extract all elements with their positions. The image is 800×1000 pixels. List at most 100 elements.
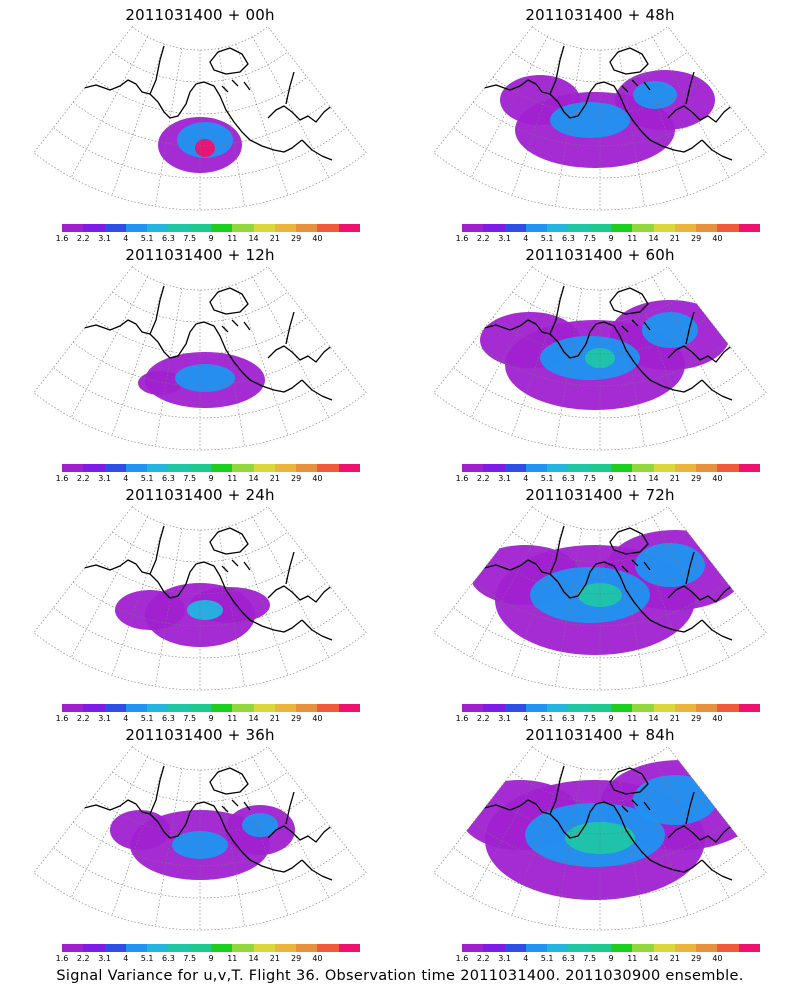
colorbar-swatch — [525, 464, 548, 472]
colorbar-label: 21 — [669, 954, 680, 963]
colorbar-label: 4 — [523, 474, 529, 483]
colorbar-label: 14 — [248, 474, 259, 483]
coastline — [701, 379, 733, 401]
colorbar-swatch — [210, 704, 233, 712]
colorbar-label: 29 — [691, 234, 702, 243]
colorbar-label: 29 — [691, 474, 702, 483]
coastline — [209, 287, 249, 315]
colorbar-label: 6.3 — [562, 714, 575, 723]
colorbar-swatch — [253, 224, 275, 232]
colorbar-swatch — [147, 944, 169, 952]
colorbar-swatch — [696, 944, 718, 952]
colorbar-swatch — [547, 944, 569, 952]
colorbar-label: 21 — [669, 714, 680, 723]
colorbar-swatch — [338, 464, 360, 472]
colorbar-label: 14 — [648, 234, 659, 243]
panel-title: 2011031400 + 36h — [125, 726, 275, 744]
colorbar-swatch — [274, 464, 297, 472]
colorbar-label: 29 — [291, 954, 302, 963]
coastline — [285, 311, 295, 345]
colorbar-swatch — [189, 704, 211, 712]
longitude-line — [217, 288, 245, 447]
coastline — [149, 321, 303, 393]
latitude-line — [453, 847, 747, 899]
map-panel: 2011031400 + 84h 1.6 2.2 3.1 4 5.1 6.3 7.5 9 11 14… — [400, 720, 800, 965]
colorbar-swatch — [589, 224, 611, 232]
coastline — [285, 791, 295, 825]
colorbar-label: 11 — [627, 714, 638, 723]
colorbar-label: 14 — [648, 714, 659, 723]
colorbar-label: 29 — [291, 234, 302, 243]
coastline — [221, 79, 251, 93]
colorbar-label: 4 — [523, 234, 529, 243]
colorbar-swatch — [717, 704, 739, 712]
colorbar-label: 3.1 — [98, 714, 111, 723]
colorbar-label: 6.3 — [162, 714, 175, 723]
colorbar-swatch — [525, 944, 548, 952]
coastline — [701, 859, 733, 881]
map-panel: 2011031400 + 72h 1.6 2.2 3.1 4 5.1 6.3 7.5 9 11 14… — [400, 480, 800, 725]
colorbar-label: 1.6 — [55, 954, 69, 963]
colorbar-label: 40 — [312, 234, 323, 243]
coastline — [549, 801, 703, 873]
colorbar-swatch — [717, 944, 739, 952]
colorbar-swatch — [547, 464, 569, 472]
longitude-line — [652, 516, 730, 658]
colorbar-swatch — [168, 224, 190, 232]
variance-region — [115, 590, 185, 630]
colorbar-swatch — [589, 704, 611, 712]
colorbar-label: 3.1 — [498, 474, 511, 483]
longitude-line — [652, 756, 730, 898]
variance-region — [578, 583, 622, 607]
colorbar-swatch — [168, 704, 190, 712]
colorbar-swatch — [168, 464, 190, 472]
coastline — [609, 527, 649, 555]
longitude-line — [635, 43, 689, 196]
colorbar-label: 2.2 — [476, 234, 490, 243]
colorbar-label: 21 — [269, 234, 280, 243]
coastline — [221, 319, 251, 333]
coastline — [39, 45, 165, 111]
longitude-line — [470, 516, 548, 658]
longitude-line — [235, 523, 289, 676]
colorbar-label: 9 — [608, 234, 614, 243]
colorbar-swatch — [653, 704, 675, 712]
longitude-line — [252, 756, 330, 898]
colorbar-label: 7.5 — [183, 474, 197, 483]
colorbar-swatch — [296, 464, 318, 472]
longitude-line — [470, 36, 548, 178]
variance-region — [138, 371, 182, 395]
longitude-line — [70, 36, 148, 178]
coastline — [701, 619, 733, 641]
figure-caption: Signal Variance for u,v,T. Flight 36. Ob… — [56, 968, 744, 984]
coastline — [667, 95, 743, 123]
colorbar-swatch — [253, 704, 275, 712]
colorbar-swatch — [738, 464, 760, 472]
colorbar-swatch — [504, 704, 526, 712]
colorbar-label: 2.2 — [76, 474, 90, 483]
coastline — [33, 359, 41, 381]
colorbar-swatch — [717, 464, 739, 472]
colorbar-swatch — [696, 464, 718, 472]
colorbar-swatch — [189, 224, 211, 232]
longitude-line — [617, 288, 645, 447]
colorbar-swatch — [632, 464, 654, 472]
colorbar-swatch — [317, 224, 339, 232]
colorbar-label: 40 — [712, 474, 723, 483]
colorbar-swatch — [232, 224, 254, 232]
colorbar-swatch — [525, 704, 548, 712]
colorbar-label: 2.2 — [76, 954, 90, 963]
longitude-line — [511, 763, 565, 916]
coastline — [39, 525, 165, 591]
coastline — [685, 311, 695, 345]
colorbar-swatch — [317, 944, 339, 952]
longitude-line — [555, 768, 583, 927]
colorbar-swatch — [62, 944, 84, 952]
coastline — [33, 839, 41, 861]
colorbar-labels: 1.6 2.2 3.1 4 5.1 6.3 7.5 9 11 14 21 29 40 — [456, 714, 760, 724]
colorbar-swatch — [610, 224, 633, 232]
coastline — [209, 767, 249, 795]
longitude-line — [252, 36, 330, 178]
longitude-line — [252, 516, 330, 658]
colorbar-label: 5.1 — [540, 714, 554, 723]
